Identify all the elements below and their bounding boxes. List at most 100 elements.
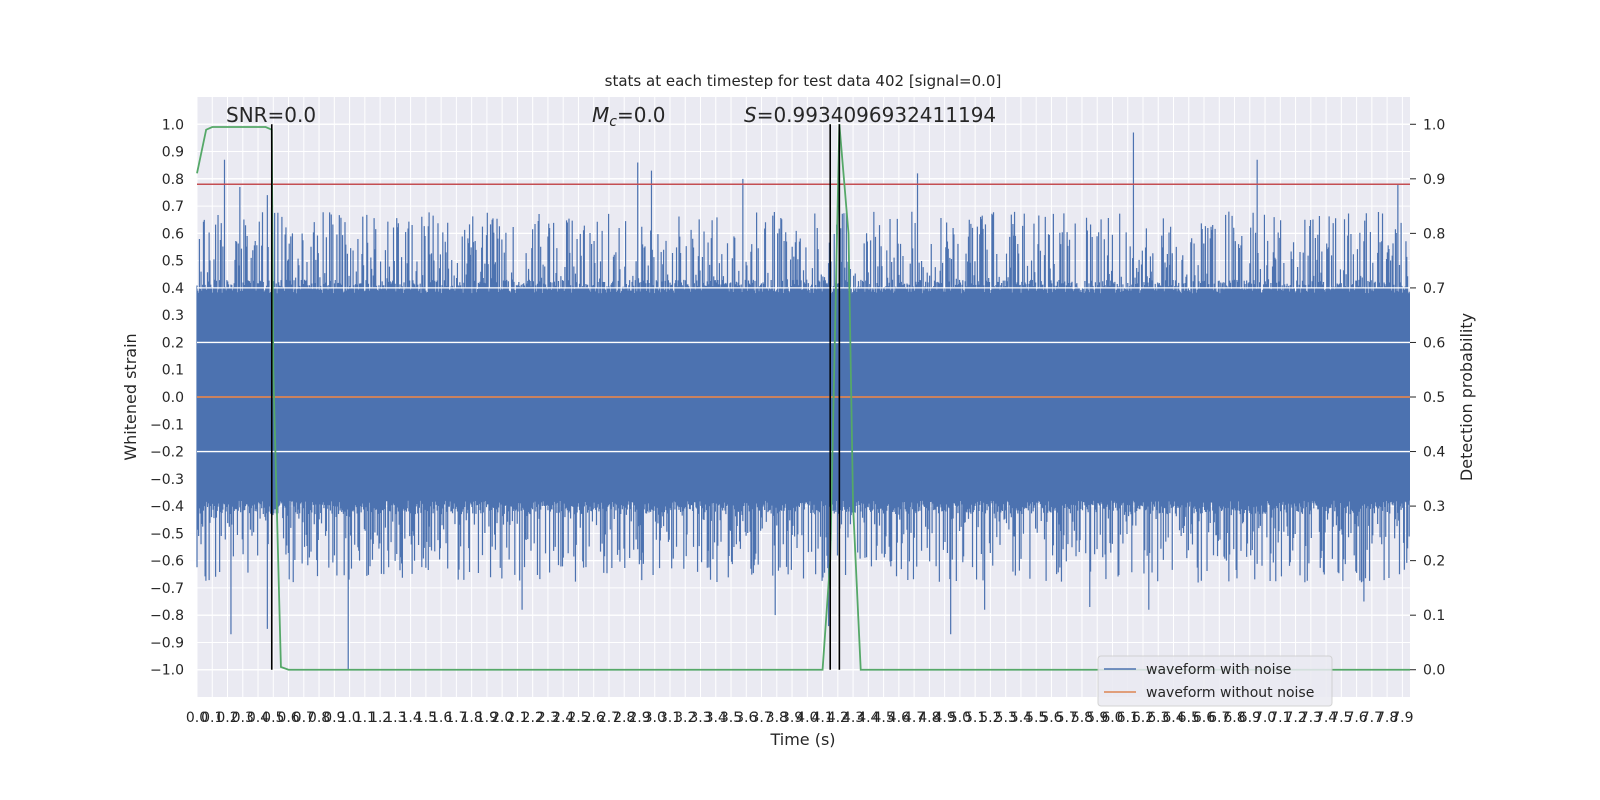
x-tick-label: 4.6 [888, 710, 910, 726]
x-tick-label: 3.8 [766, 710, 788, 726]
x-tick-label: 2.1 [506, 710, 528, 726]
x-tick-label: 3.7 [750, 710, 772, 726]
x-tick-label: 5.6 [1040, 710, 1062, 726]
mc-annotation: Mc=0.0 [592, 103, 666, 130]
y2-tick-label: 0.4 [1423, 445, 1445, 461]
x-tick-label: 3.9 [781, 710, 803, 726]
x-tick-label: 0.0 [186, 710, 208, 726]
x-tick-label: 3.5 [720, 710, 742, 726]
x-tick-label: 6.5 [1178, 710, 1200, 726]
y-tick-label: 0.6 [162, 226, 184, 242]
x-tick-label: 1.9 [476, 710, 498, 726]
y-tick-label: 1.0 [162, 117, 184, 133]
x-tick-label: 0.4 [247, 710, 269, 726]
y-tick-labels: 1.0 0.9 0.8 0.7 0.6 0.5 0.4 0.3 0.2 0.1 0.0 −0.1 −0.… [150, 117, 184, 678]
y-tick-label: −0.9 [150, 635, 184, 651]
x-tick-label: 6.6 [1193, 710, 1215, 726]
x-tick-label: 7.0 [1254, 710, 1276, 726]
y2-tick-label: 0.2 [1423, 554, 1445, 570]
y-tick-label: 0.2 [162, 335, 184, 351]
legend-label-clean: waveform without noise [1146, 685, 1314, 701]
y2-tick-label: 0.9 [1423, 172, 1445, 188]
x-tick-label: 6.1 [1117, 710, 1139, 726]
s-symbol: S [744, 103, 757, 127]
x-tick-label: 1.5 [415, 710, 437, 726]
mc-value: =0.0 [617, 103, 666, 127]
x-tick-label: 3.0 [644, 710, 666, 726]
x-tick-label: 1.6 [430, 710, 452, 726]
y-tick-label: 0.3 [162, 308, 184, 324]
x-axis-label: Time (s) [769, 730, 835, 749]
x-tick-label: 3.6 [735, 710, 757, 726]
x-tick-label: 5.7 [1056, 710, 1078, 726]
x-tick-label: 7.8 [1376, 710, 1398, 726]
x-tick-label: 1.2 [369, 710, 391, 726]
chart-title: stats at each timestep for test data 402… [605, 72, 1002, 90]
x-tick-label: 5.3 [995, 710, 1017, 726]
legend-label-noise: waveform with noise [1146, 662, 1291, 678]
mc-subscript: c [609, 114, 617, 130]
x-tick-label: 7.2 [1284, 710, 1306, 726]
y-tick-label: −0.7 [150, 581, 184, 597]
s-annotation: S=0.9934096932411194 [744, 103, 996, 127]
y-tick-label: −0.1 [150, 417, 184, 433]
y2-tick-label: 0.1 [1423, 608, 1445, 624]
y-tick-label: −1.0 [150, 663, 184, 679]
x-tick-label: 2.4 [552, 710, 574, 726]
x-tick-label: 3.2 [674, 710, 696, 726]
y2-tick-label: 0.7 [1423, 281, 1445, 297]
y-axis-label: Whitened strain [121, 333, 140, 460]
x-tick-label: 6.2 [1132, 710, 1154, 726]
x-tick-label: 4.9 [934, 710, 956, 726]
y-tick-label: 0.8 [162, 172, 184, 188]
y-tick-label: 0.0 [162, 390, 184, 406]
y-tick-label: 0.1 [162, 363, 184, 379]
y2-tick-label: 0.6 [1423, 335, 1445, 351]
x-tick-labels: 0.00.10.20.30.40.50.60.70.80.91.01.11.21… [186, 710, 1414, 726]
x-tick-label: 2.0 [491, 710, 513, 726]
x-tick-label: 1.0 [338, 710, 360, 726]
x-tick-label: 5.4 [1010, 710, 1032, 726]
y-tick-label: 0.4 [162, 281, 184, 297]
x-tick-label: 4.1 [811, 710, 833, 726]
x-tick-label: 5.0 [949, 710, 971, 726]
legend: waveform with noise waveform without noi… [1097, 655, 1333, 707]
y2-tick-label: 0.8 [1423, 226, 1445, 242]
mc-symbol: M [592, 103, 609, 127]
x-tick-label: 7.9 [1391, 710, 1413, 726]
x-tick-label: 4.8 [918, 710, 940, 726]
x-tick-label: 6.4 [1162, 710, 1184, 726]
x-tick-label: 1.1 [354, 710, 376, 726]
y-tick-label: −0.3 [150, 472, 184, 488]
x-tick-label: 2.7 [598, 710, 620, 726]
x-tick-label: 2.9 [628, 710, 650, 726]
x-tick-label: 7.3 [1300, 710, 1322, 726]
y-tick-label: −0.5 [150, 526, 184, 542]
x-tick-label: 0.2 [216, 710, 238, 726]
x-tick-label: 3.1 [659, 710, 681, 726]
y-tick-label: −0.8 [150, 608, 184, 624]
y2-tick-label: 0.5 [1423, 390, 1445, 406]
x-tick-label: 4.7 [903, 710, 925, 726]
x-tick-label: 1.8 [461, 710, 483, 726]
x-tick-label: 2.3 [537, 710, 559, 726]
x-tick-label: 7.7 [1361, 710, 1383, 726]
x-tick-label: 5.1 [964, 710, 986, 726]
x-tick-label: 2.6 [583, 710, 605, 726]
x-tick-label: 6.9 [1239, 710, 1261, 726]
y2-axis-label: Detection probability [1457, 313, 1476, 481]
x-tick-label: 3.4 [705, 710, 727, 726]
x-tick-label: 1.3 [384, 710, 406, 726]
x-tick-label: 2.2 [522, 710, 544, 726]
snr-annotation: SNR=0.0 [226, 103, 316, 127]
y-tick-label: 0.9 [162, 145, 184, 161]
x-tick-label: 4.5 [872, 710, 894, 726]
x-tick-label: 2.5 [567, 710, 589, 726]
x-tick-label: 0.7 [293, 710, 315, 726]
x-tick-label: 4.3 [842, 710, 864, 726]
s-value: =0.9934096932411194 [757, 103, 996, 127]
marker-vertical-lines [270, 124, 841, 670]
x-tick-label: 0.1 [201, 710, 223, 726]
x-tick-label: 0.6 [277, 710, 299, 726]
